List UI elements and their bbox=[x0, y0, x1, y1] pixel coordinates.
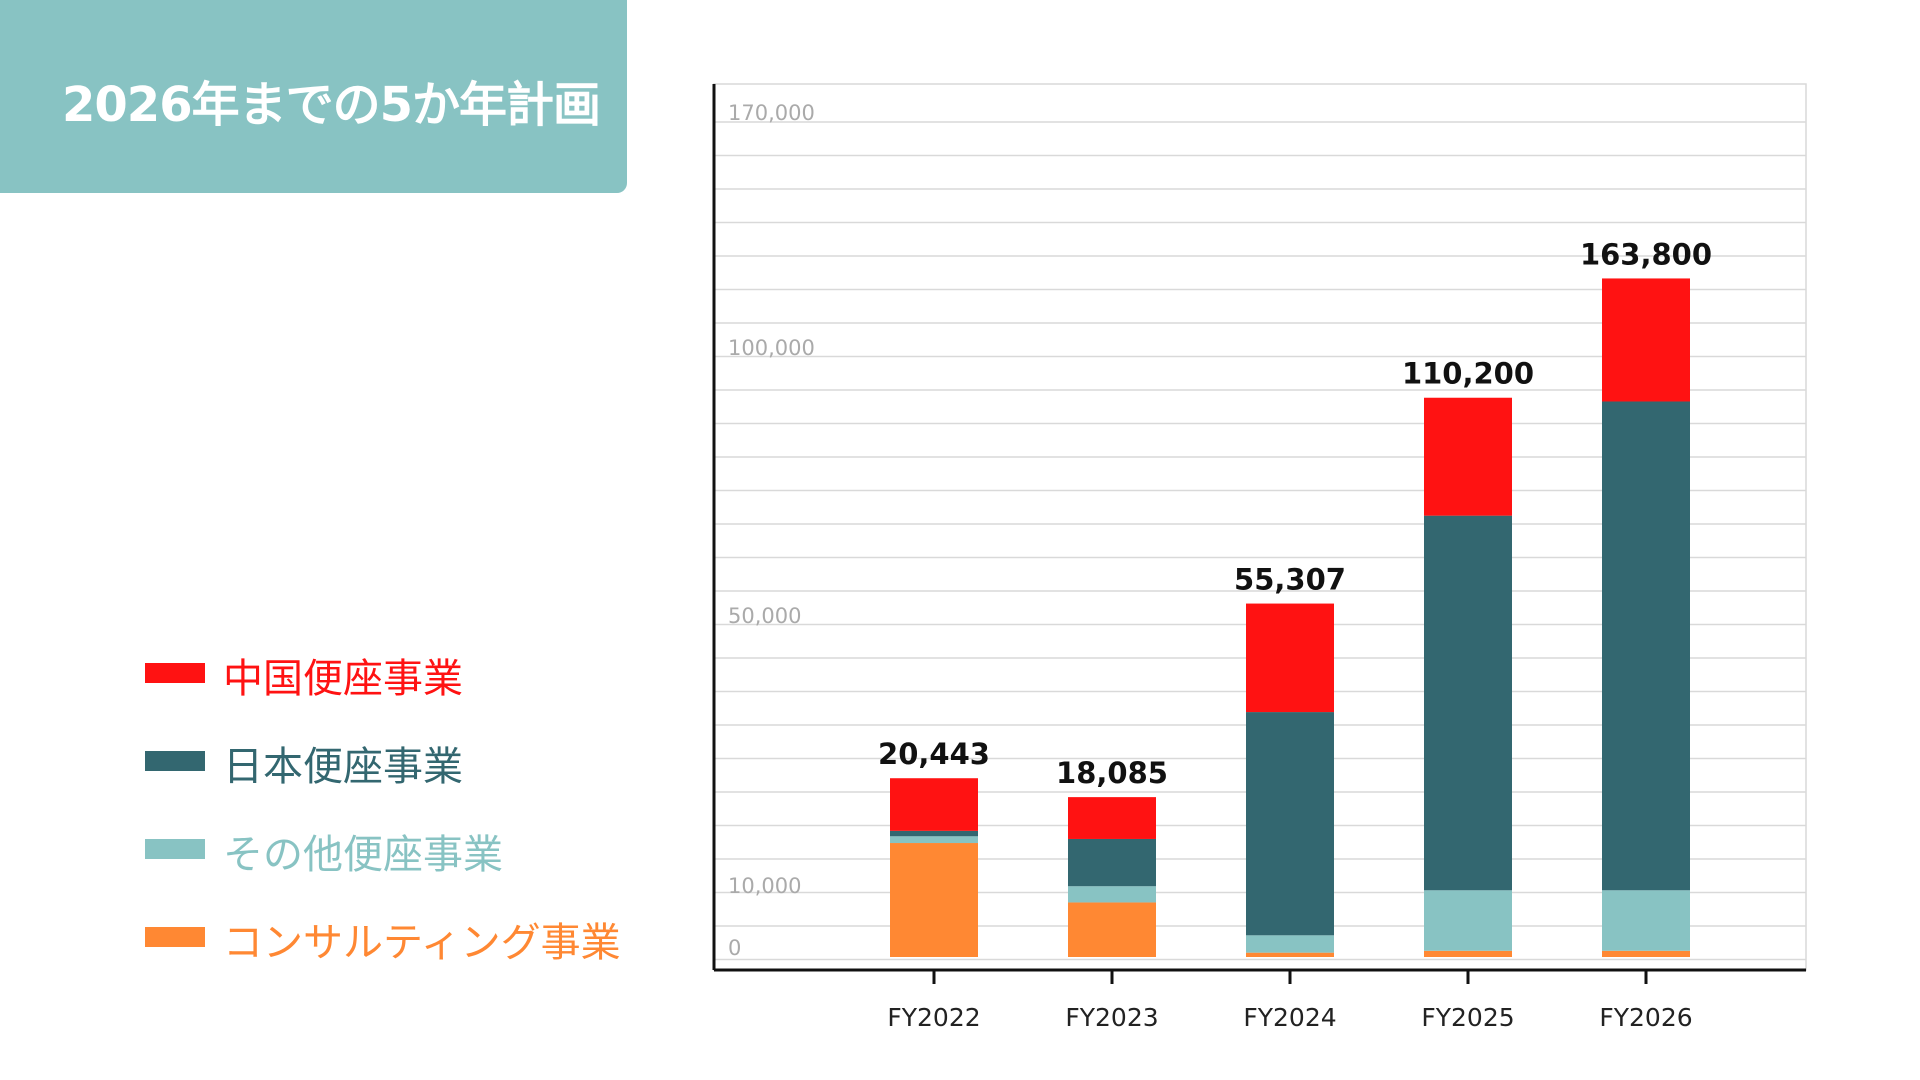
legend-label-china: 中国便座事業 bbox=[223, 656, 463, 702]
bar-segment bbox=[890, 778, 978, 831]
total-label: 20,443 bbox=[878, 737, 990, 771]
bar-segment bbox=[1602, 890, 1690, 951]
bar-segment bbox=[1424, 950, 1512, 957]
legend-swatch-japan bbox=[145, 751, 205, 771]
bar-segment bbox=[1246, 935, 1334, 953]
bar-segment bbox=[1246, 712, 1334, 936]
y-tick-label: 10,000 bbox=[728, 874, 801, 898]
y-tick-label: 50,000 bbox=[728, 604, 801, 628]
total-label: 163,800 bbox=[1580, 237, 1712, 271]
bar-segment bbox=[1602, 950, 1690, 957]
title-banner: 2026年までの5か年計画 bbox=[0, 0, 627, 193]
bar-segment bbox=[1068, 838, 1156, 887]
bar-segment bbox=[890, 843, 978, 957]
bar-segment bbox=[1424, 397, 1512, 516]
bar-segment bbox=[1602, 401, 1690, 891]
legend-label-japan: 日本便座事業 bbox=[223, 744, 463, 790]
total-label: 55,307 bbox=[1234, 563, 1346, 597]
legend-item-china: 中国便座事業 bbox=[145, 640, 665, 702]
legend-swatch-china bbox=[145, 663, 205, 683]
legend-label-consulting: コンサルティング事業 bbox=[223, 920, 621, 966]
y-tick-label: 170,000 bbox=[728, 101, 815, 125]
page-title: 2026年までの5か年計画 bbox=[62, 77, 601, 133]
bar-segment bbox=[890, 836, 978, 844]
legend-item-consulting: コンサルティング事業 bbox=[145, 904, 665, 966]
bar-segment bbox=[1246, 603, 1334, 713]
x-tick-label: FY2022 bbox=[887, 1003, 980, 1032]
bar-segment bbox=[890, 830, 978, 837]
legend-label-other: その他便座事業 bbox=[223, 832, 503, 878]
legend-item-japan: 日本便座事業 bbox=[145, 728, 665, 790]
bar-segment bbox=[1068, 902, 1156, 957]
x-tick-label: FY2026 bbox=[1599, 1003, 1692, 1032]
y-tick-label: 0 bbox=[728, 936, 741, 960]
legend-swatch-other bbox=[145, 839, 205, 859]
y-tick-label: 100,000 bbox=[728, 336, 815, 360]
bar-segment bbox=[1068, 797, 1156, 839]
bar-segment bbox=[1068, 886, 1156, 903]
legend-swatch-consulting bbox=[145, 927, 205, 947]
total-label: 110,200 bbox=[1402, 357, 1534, 391]
legend-item-other: その他便座事業 bbox=[145, 816, 665, 878]
bar-segment bbox=[1424, 515, 1512, 891]
total-label: 18,085 bbox=[1056, 756, 1168, 790]
x-tick-label: FY2024 bbox=[1243, 1003, 1336, 1032]
bar-segment bbox=[1602, 278, 1690, 402]
x-tick-label: FY2025 bbox=[1421, 1003, 1514, 1032]
bar-segment bbox=[1424, 890, 1512, 951]
bar-segment bbox=[1246, 952, 1334, 957]
x-tick-label: FY2023 bbox=[1065, 1003, 1158, 1032]
